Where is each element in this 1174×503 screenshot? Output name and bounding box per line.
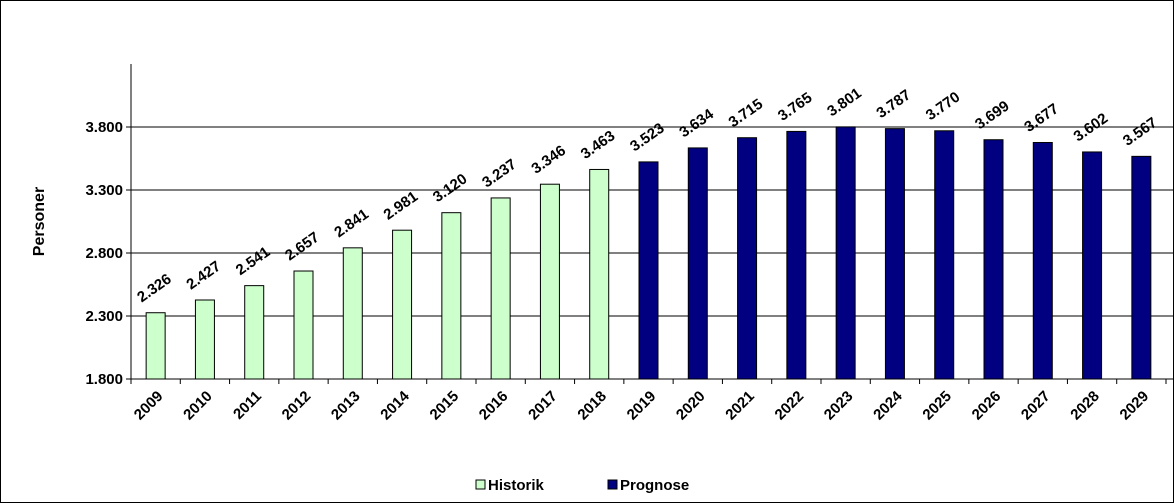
bar-historik (589, 168, 610, 380)
bar-prognose (786, 130, 807, 380)
data-label: 3.765 (775, 89, 816, 124)
bar-historik (490, 197, 511, 380)
x-tick-label: 2009 (131, 388, 167, 424)
y-axis-title: Personer (31, 187, 48, 256)
data-label: 2.657 (282, 229, 323, 264)
data-label: 3.770 (923, 89, 964, 124)
x-tick-label: 2020 (673, 388, 709, 424)
x-tick-label: 2013 (328, 388, 364, 424)
bar-prognose (687, 147, 708, 380)
x-tick-label: 2029 (1117, 388, 1153, 424)
legend-label-historik: Historik (488, 477, 545, 494)
x-tick-label: 2018 (574, 388, 610, 424)
x-tick-label: 2028 (1067, 388, 1103, 424)
x-tick-label: 2017 (525, 388, 561, 424)
data-label: 2.326 (134, 271, 175, 306)
data-label: 3.567 (1120, 114, 1161, 149)
legend-swatch-historik (475, 479, 486, 490)
bar-prognose (835, 126, 856, 380)
bar-historik (441, 212, 462, 380)
x-tick-label: 2011 (230, 388, 265, 423)
x-tick-label: 2023 (821, 388, 857, 424)
bar-historik (194, 299, 215, 380)
bar-prognose (638, 161, 659, 380)
x-tick-label: 2021 (722, 388, 758, 424)
data-label: 3.801 (824, 85, 865, 120)
x-tick-label: 2027 (1018, 388, 1054, 424)
data-label: 3.463 (578, 127, 619, 162)
bar-historik (392, 229, 413, 380)
legend-label-prognose: Prognose (620, 477, 689, 494)
data-label: 3.523 (627, 120, 668, 155)
x-tick-label: 2024 (870, 387, 906, 423)
x-tick-label: 2010 (180, 388, 216, 424)
y-tick-label: 2.300 (85, 308, 123, 325)
bar-prognose (1032, 141, 1053, 380)
y-tick-label: 1.800 (85, 371, 123, 388)
x-tick-label: 2025 (919, 388, 955, 424)
y-tick-label: 2.800 (85, 245, 123, 262)
data-label: 2.841 (331, 206, 372, 241)
data-label: 2.427 (183, 258, 224, 293)
data-label: 3.787 (873, 86, 914, 121)
bar-historik (342, 247, 363, 380)
x-tick-label: 2019 (624, 388, 660, 424)
bar-prognose (934, 130, 955, 380)
data-label: 2.981 (381, 188, 422, 223)
bar-historik (145, 312, 166, 380)
bar-prognose (1082, 151, 1103, 380)
data-label: 3.346 (528, 142, 569, 177)
x-tick-label: 2016 (476, 388, 512, 424)
y-tick-label: 3.800 (85, 119, 123, 136)
legend-swatch-prognose (607, 479, 618, 490)
bar-historik (293, 270, 314, 380)
bar-prognose (1131, 155, 1152, 380)
x-tick-label: 2012 (279, 388, 315, 424)
x-tick-label: 2022 (772, 388, 808, 424)
data-label: 3.715 (726, 96, 767, 131)
data-label: 3.699 (972, 98, 1013, 133)
y-tick-label: 3.300 (85, 182, 123, 199)
x-tick-label: 2026 (969, 388, 1005, 424)
bar-historik (539, 183, 560, 380)
data-label: 3.634 (676, 105, 717, 141)
bar-prognose (983, 139, 1004, 380)
x-tick-label: 2014 (377, 387, 413, 423)
bar-historik (244, 285, 265, 380)
x-tick-label: 2015 (427, 388, 463, 424)
bar-prognose (884, 128, 905, 380)
data-label: 3.602 (1071, 110, 1112, 145)
data-label: 2.541 (233, 243, 274, 278)
data-label: 3.237 (479, 156, 520, 191)
data-label: 3.120 (430, 170, 471, 205)
bar-prognose (737, 137, 758, 380)
data-label: 3.677 (1021, 100, 1062, 135)
